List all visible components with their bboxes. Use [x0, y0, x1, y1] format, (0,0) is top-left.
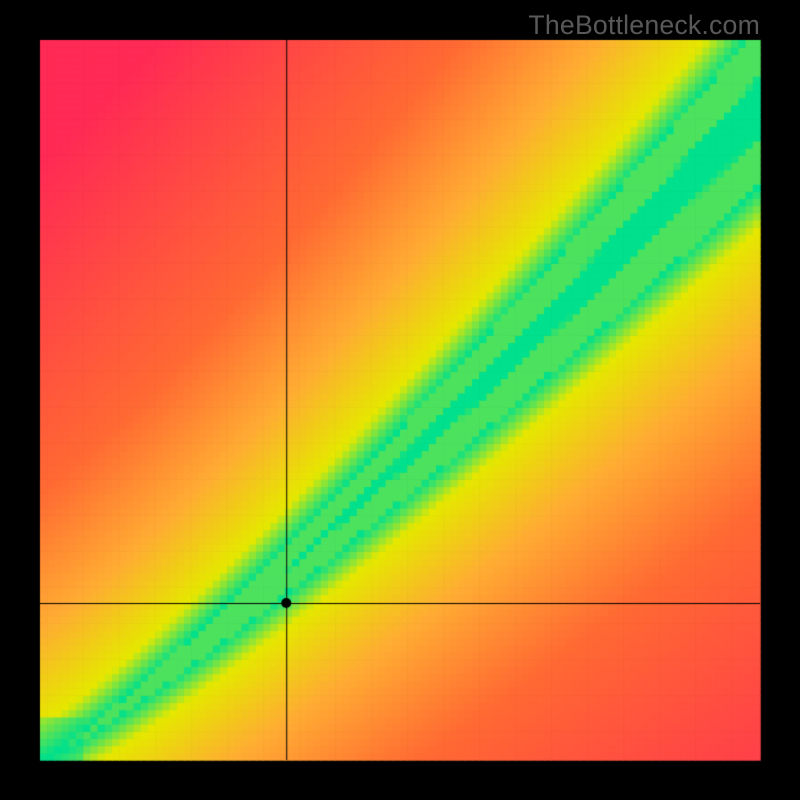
chart-container: TheBottleneck.com: [0, 0, 800, 800]
bottleneck-heatmap: [0, 0, 800, 800]
watermark-text: TheBottleneck.com: [528, 10, 760, 41]
